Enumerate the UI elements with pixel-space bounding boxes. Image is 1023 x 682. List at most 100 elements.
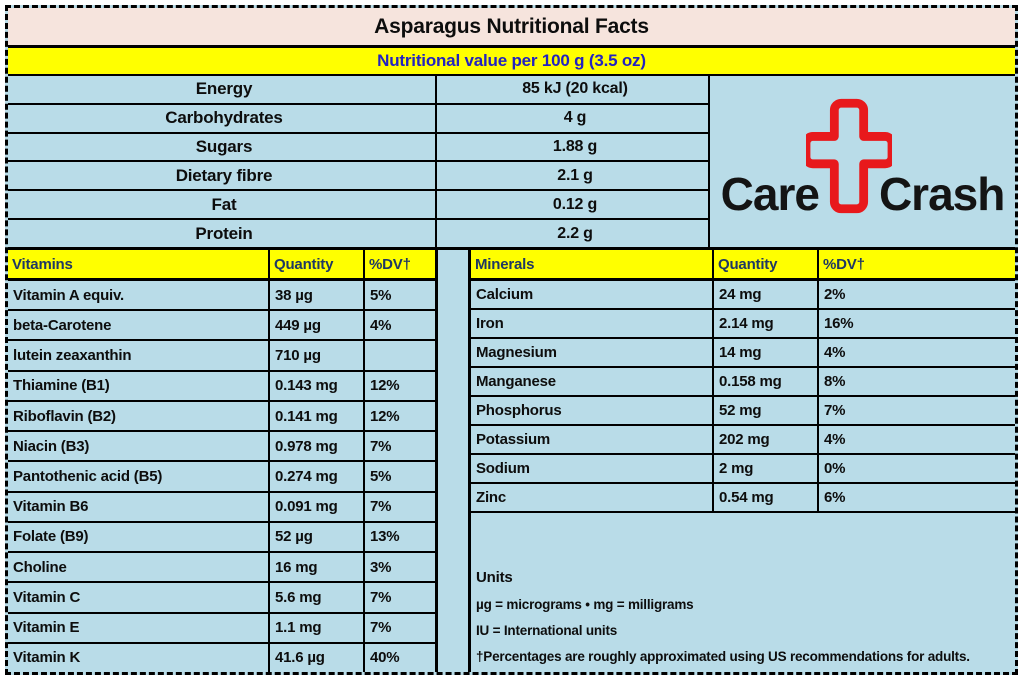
- vitamin-row: beta-Carotene 449 µg 4%: [8, 311, 435, 342]
- vitamin-name-cell: Vitamin C: [8, 583, 270, 612]
- mineral-quantity-cell: 202 mg: [714, 426, 819, 453]
- minerals-header-row: Minerals Quantity %DV†: [471, 250, 1015, 281]
- vitamin-dv-cell: 7%: [370, 588, 392, 606]
- page-title: Asparagus Nutritional Facts: [8, 8, 1015, 48]
- vitamin-quantity-cell: 449 µg: [270, 311, 365, 340]
- mineral-row: Iron 2.14 mg 16%: [471, 310, 1015, 339]
- vitamin-row: Vitamin K 41.6 µg 40%: [8, 643, 435, 672]
- logo-word-care: Care: [720, 167, 820, 220]
- vitamin-dv-cell: 3%: [370, 558, 392, 576]
- summary-label-cell: Carbohydrates: [8, 104, 437, 132]
- vitamin-quantity-cell: 0.143 mg: [270, 371, 365, 400]
- mineral-name-cell: Magnesium: [471, 339, 714, 366]
- minerals-column-header: Minerals: [471, 250, 714, 278]
- vitamin-dv-cell: 5%: [370, 286, 392, 304]
- mineral-name-cell: Sodium: [471, 455, 714, 482]
- mineral-quantity-cell: 24 mg: [714, 281, 819, 308]
- vitamin-row: Vitamin C 5.6 mg 7%: [8, 583, 435, 614]
- logo-word-crash: Crash: [878, 167, 1005, 220]
- vitamin-row: Niacin (B3) 0.978 mg 7%: [8, 432, 435, 463]
- vitamin-row: Vitamin A equiv. 38 µg 5%: [8, 281, 435, 312]
- summary-section: Energy 85 kJ (20 kcal) Carbohydrates 4 g Sug…: [8, 76, 1015, 250]
- vitamin-name-cell: Vitamin K: [8, 643, 270, 672]
- mineral-dv-cell: 4%: [824, 431, 846, 448]
- vitamin-row: lutein zeaxanthin 710 µg: [8, 341, 435, 372]
- table-gap-spacer: [438, 250, 468, 672]
- vitamin-dv-cell: 7%: [370, 619, 392, 637]
- units-line: †Percentages are roughly approximated us…: [476, 649, 970, 664]
- vitamin-name-cell: lutein zeaxanthin: [8, 341, 270, 370]
- vitamin-row: Pantothenic acid (B5) 0.274 mg 5%: [8, 462, 435, 493]
- vitamin-dv-cell: 7%: [370, 437, 392, 455]
- minerals-table: Minerals Quantity %DV† Calcium 24 mg 2% Iro…: [471, 250, 1015, 513]
- units-note: Units µg = micrograms • mg = milligrams I…: [471, 513, 1015, 672]
- vitamin-name-cell: Vitamin B6: [8, 492, 270, 521]
- mineral-quantity-cell: 0.54 mg: [714, 484, 819, 511]
- vitamin-name-cell: beta-Carotene: [8, 311, 270, 340]
- mineral-row: Phosphorus 52 mg 7%: [471, 397, 1015, 426]
- vitamin-quantity-cell: 710 µg: [270, 341, 365, 370]
- mineral-name-cell: Calcium: [471, 281, 714, 308]
- vitamin-quantity-cell: 0.274 mg: [270, 462, 365, 491]
- vitamin-quantity-cell: 52 µg: [270, 522, 365, 552]
- vitamins-dv-header: %DV†: [369, 255, 411, 273]
- summary-value-cell: 4 g: [563, 109, 587, 127]
- mineral-row: Zinc 0.54 mg 6%: [471, 484, 1015, 513]
- units-line: IU = International units: [476, 623, 618, 638]
- mineral-row: Manganese 0.158 mg 8%: [471, 368, 1015, 397]
- minerals-dv-header: %DV†: [823, 255, 865, 273]
- mineral-dv-cell: 16%: [824, 315, 854, 332]
- vitamin-name-cell: Thiamine (B1): [8, 371, 270, 400]
- vitamin-name-cell: Vitamin E: [8, 613, 270, 642]
- vitamin-name-cell: Pantothenic acid (B5): [8, 462, 270, 491]
- units-line: µg = micrograms • mg = milligrams: [476, 597, 694, 612]
- vitamin-dv-cell: 4%: [370, 316, 392, 334]
- vitamin-quantity-cell: 5.6 mg: [270, 583, 365, 612]
- mineral-dv-cell: 8%: [824, 373, 846, 390]
- vitamin-row: Riboflavin (B2) 0.141 mg 12%: [8, 401, 435, 433]
- summary-row: Sugars 1.88 g: [8, 133, 708, 163]
- vitamin-quantity-cell: 0.978 mg: [270, 432, 365, 461]
- vitamin-name-cell: Choline: [8, 553, 270, 582]
- mineral-name-cell: Zinc: [471, 484, 714, 511]
- mineral-dv-cell: 2%: [824, 286, 846, 303]
- summary-label-cell: Protein: [8, 220, 437, 247]
- vitamins-table: Vitamins Quantity %DV† Vitamin A equiv. 3…: [8, 250, 438, 672]
- mineral-row: Magnesium 14 mg 4%: [471, 339, 1015, 368]
- mineral-row: Calcium 24 mg 2%: [471, 281, 1015, 310]
- vitamin-name-cell: Niacin (B3): [8, 432, 270, 461]
- vitamin-dv-cell: 7%: [370, 498, 392, 516]
- vitamin-name-cell: Riboflavin (B2): [8, 401, 270, 431]
- minerals-quantity-header: Quantity: [714, 250, 819, 278]
- subtitle-serving-size: Nutritional value per 100 g (3.5 oz): [8, 48, 1015, 76]
- mineral-row: Potassium 202 mg 4%: [471, 426, 1015, 455]
- vitamin-row: Choline 16 mg 3%: [8, 553, 435, 584]
- mineral-quantity-cell: 2.14 mg: [714, 310, 819, 337]
- summary-table: Energy 85 kJ (20 kcal) Carbohydrates 4 g Sug…: [8, 76, 708, 247]
- mineral-dv-cell: 0%: [824, 460, 846, 477]
- mineral-quantity-cell: 52 mg: [714, 397, 819, 424]
- vitamin-name-cell: Folate (B9): [8, 522, 270, 552]
- summary-row: Fat 0.12 g: [8, 191, 708, 221]
- summary-value-cell: 0.12 g: [552, 195, 598, 213]
- vitamin-dv-cell: 12%: [370, 377, 400, 395]
- summary-row: Dietary fibre 2.1 g: [8, 162, 708, 192]
- summary-row: Carbohydrates 4 g: [8, 104, 708, 134]
- mineral-quantity-cell: 2 mg: [714, 455, 819, 482]
- summary-label-cell: Sugars: [8, 133, 437, 161]
- summary-value-cell: 2.1 g: [557, 166, 593, 184]
- vitamin-row: Vitamin B6 0.091 mg 7%: [8, 492, 435, 523]
- mineral-dv-cell: 4%: [824, 344, 846, 361]
- mineral-name-cell: Manganese: [471, 368, 714, 395]
- vitamins-quantity-header: Quantity: [270, 250, 365, 278]
- mineral-name-cell: Phosphorus: [471, 397, 714, 424]
- care-crash-logo: Care Crash: [708, 76, 1015, 247]
- mineral-dv-cell: 6%: [824, 489, 846, 506]
- summary-row: Energy 85 kJ (20 kcal): [8, 76, 708, 105]
- minerals-panel: Minerals Quantity %DV† Calcium 24 mg 2% Iro…: [468, 250, 1015, 672]
- summary-value-cell: 1.88 g: [552, 138, 598, 156]
- mineral-dv-cell: 7%: [824, 402, 846, 419]
- units-heading: Units: [476, 569, 513, 586]
- mineral-quantity-cell: 14 mg: [714, 339, 819, 366]
- vitamin-dv-cell: [365, 341, 435, 369]
